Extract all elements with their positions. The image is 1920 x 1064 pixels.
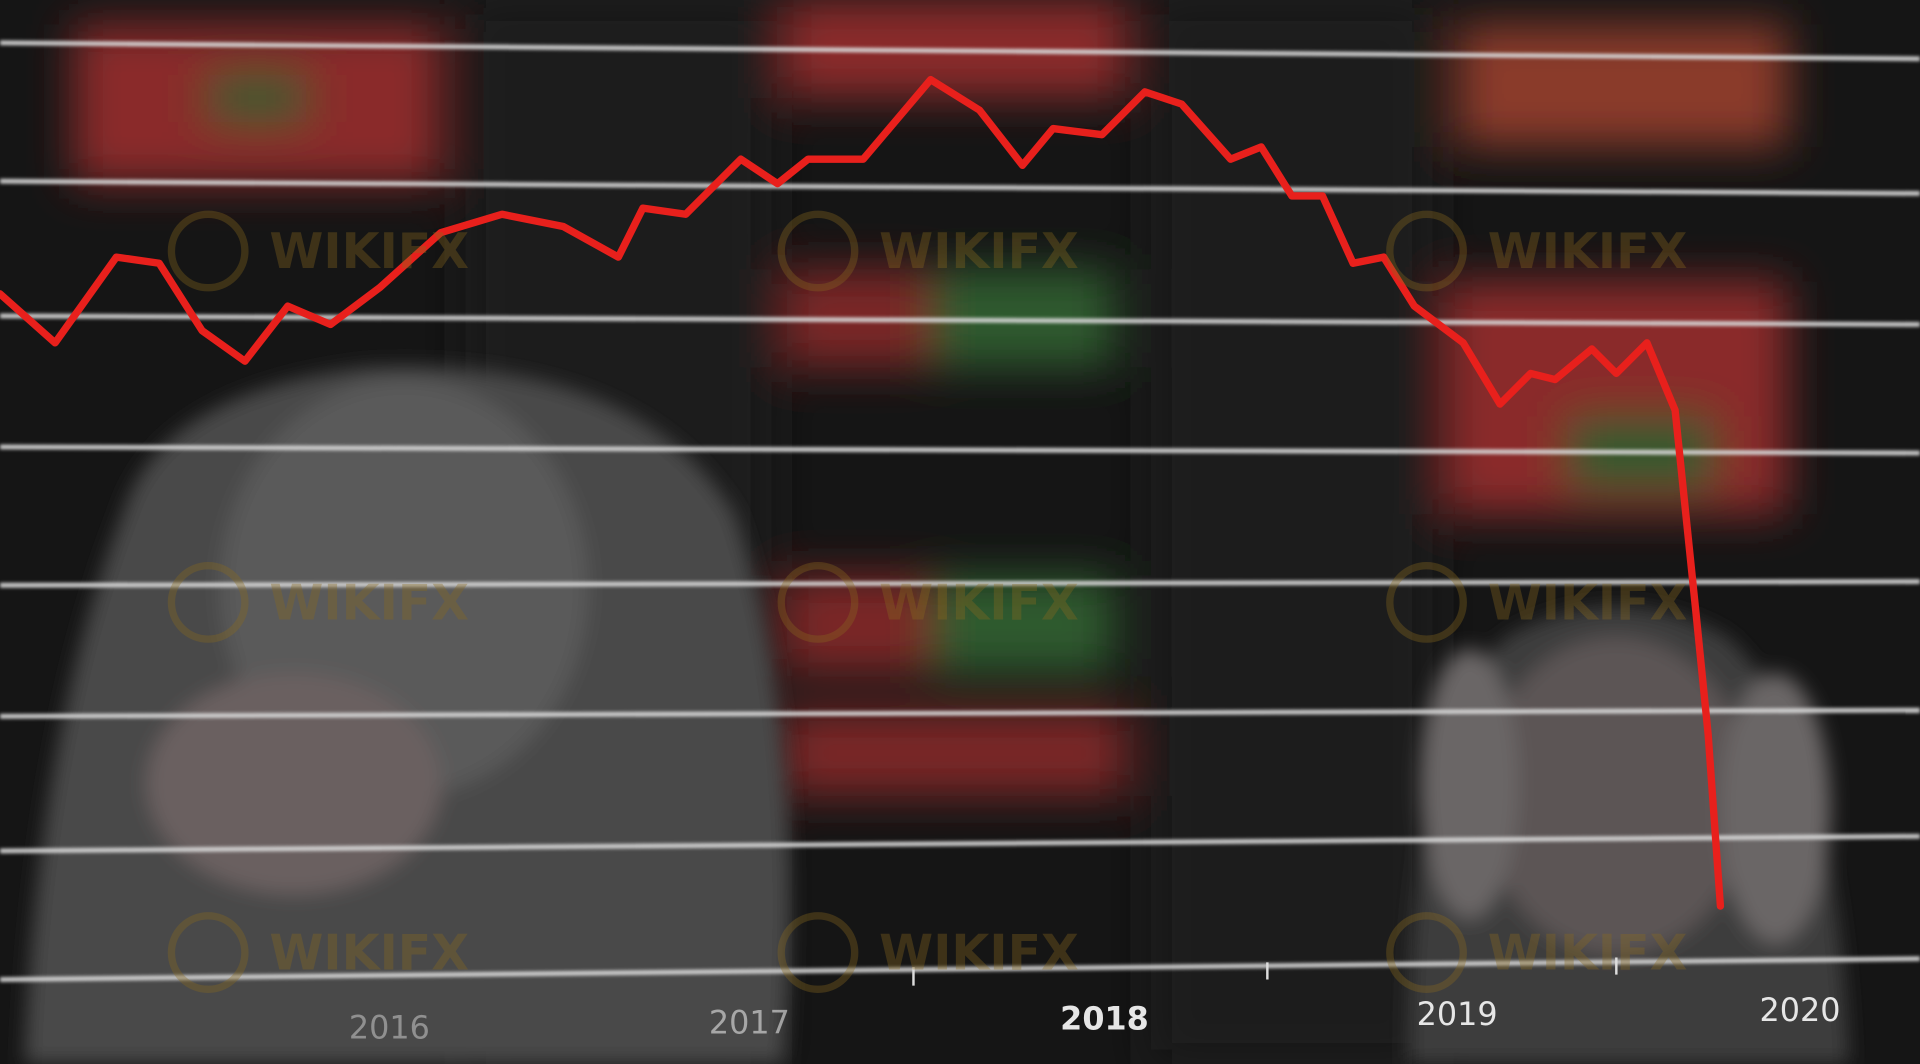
watermark-logo [1386,561,1467,643]
watermark-logo [167,210,249,292]
watermark-text: WIKIFX [269,925,469,982]
watermark-text: WIKIFX [269,223,469,280]
watermark-text: WIKIFX [879,925,1079,982]
watermark-logo [1386,912,1467,993]
watermark-logo [167,912,249,993]
year-label: 2018 [1060,1000,1149,1038]
red-trend-line [0,75,1725,910]
axis-ticks [912,957,1618,986]
year-label: 2016 [349,1008,430,1046]
grid-stripes [0,40,1920,982]
watermark-logo [167,561,249,643]
watermark-logo [1386,210,1467,292]
watermark-text: WIKIFX [1488,223,1688,280]
watermark-text: WIKIFX [879,223,1079,280]
watermark-logo [777,561,859,643]
watermark-logo [777,912,859,993]
year-label: 2020 [1759,991,1840,1029]
watermark-text: WIKIFX [879,575,1079,632]
watermark-text: WIKIFX [1488,925,1688,982]
watermark-logo [777,210,859,292]
year-label: 2019 [1417,995,1498,1033]
watermark-text: WIKIFX [1488,575,1688,632]
year-label: 2017 [709,1003,790,1041]
watermark-text: WIKIFX [269,575,469,632]
year-labels: 2016 2017 2018 2019 2020 [349,991,1841,1046]
watermarks: WIKIFX WIKIFX WIKIFX WIKIFX WIKIFX WIKIFX WIKI… [167,210,1688,993]
